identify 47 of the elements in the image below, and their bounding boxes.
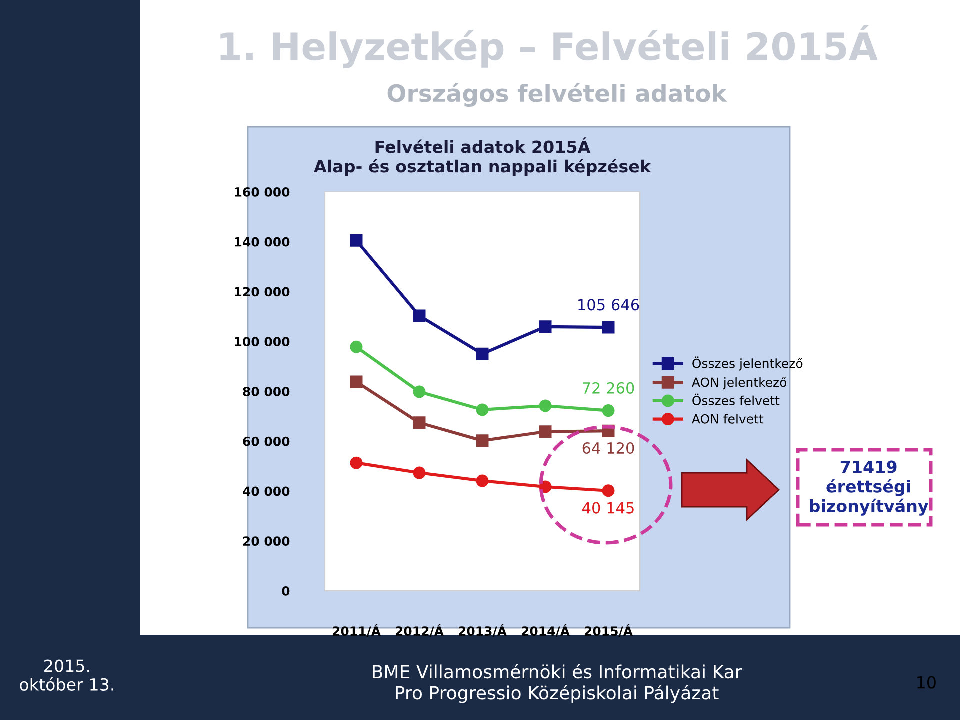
legend-label: AON jelentkező xyxy=(692,376,787,390)
point xyxy=(476,434,489,448)
y-tick-label: 100 000 xyxy=(235,337,290,347)
point xyxy=(350,376,363,388)
text: Országos felvételi adatok xyxy=(388,83,728,108)
legend-label: AON felvett xyxy=(692,414,764,424)
point xyxy=(413,386,426,398)
point xyxy=(539,426,552,438)
text: 10 xyxy=(918,676,936,689)
y-tick-label: 160 000 xyxy=(235,187,290,197)
x-tick-label: 2014/Á xyxy=(522,624,570,638)
legend-label: Összes jelentkező xyxy=(692,356,803,371)
point xyxy=(602,321,615,334)
y-tick-label: 80 000 xyxy=(243,386,290,396)
point xyxy=(413,416,426,430)
point xyxy=(413,310,426,322)
y-tick-label: 40 000 xyxy=(243,486,290,496)
point xyxy=(539,480,552,494)
point xyxy=(602,484,615,498)
x-tick-label: 2011/Á xyxy=(332,624,381,638)
y-tick-label: 140 000 xyxy=(235,237,290,247)
chart-title: Felvételi adatok 2015Á Alap- és osztatlan nappali képzések xyxy=(314,138,652,176)
point xyxy=(476,348,489,360)
y-tick-label: 60 000 xyxy=(243,436,290,446)
legend-label: Összes felvett xyxy=(692,394,780,406)
point xyxy=(413,466,426,480)
x-tick-label: 2012/Á xyxy=(396,624,444,638)
data-label: 105 646 xyxy=(578,299,640,311)
point xyxy=(350,340,363,354)
x-tick-label: 2015/Á xyxy=(584,624,633,638)
point xyxy=(350,456,363,470)
point xyxy=(602,404,615,418)
data-label: 64 120 xyxy=(582,442,634,454)
point xyxy=(539,400,552,412)
y-tick-label: 120 000 xyxy=(235,287,290,297)
text: BME Villamosmérnöki és Informatikai Kar Pro Progressio Középiskolai Pályázat xyxy=(373,664,742,704)
y-tick-label: 0 xyxy=(282,586,290,596)
data-label: 72 260 xyxy=(583,382,634,394)
text: 71419 érettségi bizonyítvány xyxy=(810,460,929,516)
point xyxy=(350,234,363,247)
data-label: 40 145 xyxy=(582,502,634,514)
point xyxy=(539,320,552,334)
y-tick-label: 20 000 xyxy=(243,536,290,546)
point xyxy=(476,404,489,416)
point xyxy=(476,474,489,488)
text: 2015. október 13. xyxy=(20,660,114,691)
x-tick-label: 2013/Á xyxy=(458,624,507,638)
